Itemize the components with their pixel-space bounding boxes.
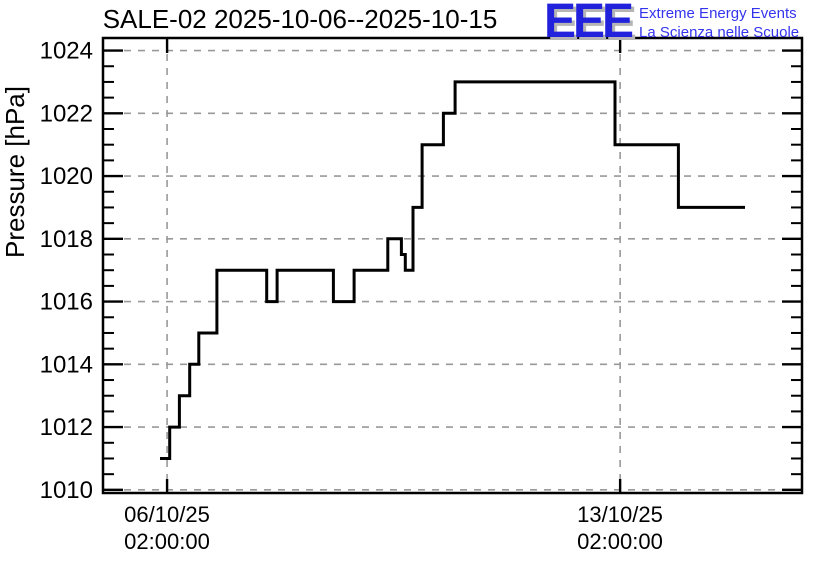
y-tick-label: 1022 bbox=[40, 100, 93, 127]
y-tick-label: 1018 bbox=[40, 226, 93, 253]
x-tick-time: 02:00:00 bbox=[577, 529, 663, 554]
y-tick-label: 1012 bbox=[40, 414, 93, 441]
y-tick-label: 1010 bbox=[40, 477, 93, 504]
eee-logo-line1: Extreme Energy Events bbox=[639, 5, 797, 22]
eee-logo: EEE Extreme Energy Events La Scienza nel… bbox=[544, 0, 799, 48]
x-tick-date: 06/10/25 bbox=[124, 502, 210, 527]
eee-logo-acronym: EEE bbox=[544, 0, 634, 48]
tick-layer bbox=[103, 38, 802, 493]
y-tick-label: 1024 bbox=[40, 38, 93, 65]
plot-frame bbox=[101, 36, 804, 495]
y-tick-labels: 1010 1012 1014 1016 1018 1020 1022 1024 bbox=[40, 38, 93, 504]
y-tick-label: 1020 bbox=[40, 163, 93, 190]
x-tick-time: 02:00:00 bbox=[124, 529, 210, 554]
pressure-step-line bbox=[160, 80, 745, 460]
y-axis-title: Pressure [hPa] bbox=[0, 86, 30, 258]
x-tick-label-2: 13/10/25 02:00:00 bbox=[538, 501, 702, 555]
eee-logo-line2: La Scienza nelle Scuole bbox=[639, 24, 800, 41]
chart-title: SALE-02 2025-10-06--2025-10-15 bbox=[102, 4, 498, 34]
grid-layer bbox=[124, 49, 801, 491]
x-tick-label-1: 06/10/25 02:00:00 bbox=[85, 501, 249, 555]
eee-logo-text: Extreme Energy Events La Scienza nelle S… bbox=[639, 4, 799, 42]
y-tick-label: 1016 bbox=[40, 289, 93, 316]
y-tick-label: 1014 bbox=[40, 351, 93, 378]
x-tick-date: 13/10/25 bbox=[577, 502, 663, 527]
